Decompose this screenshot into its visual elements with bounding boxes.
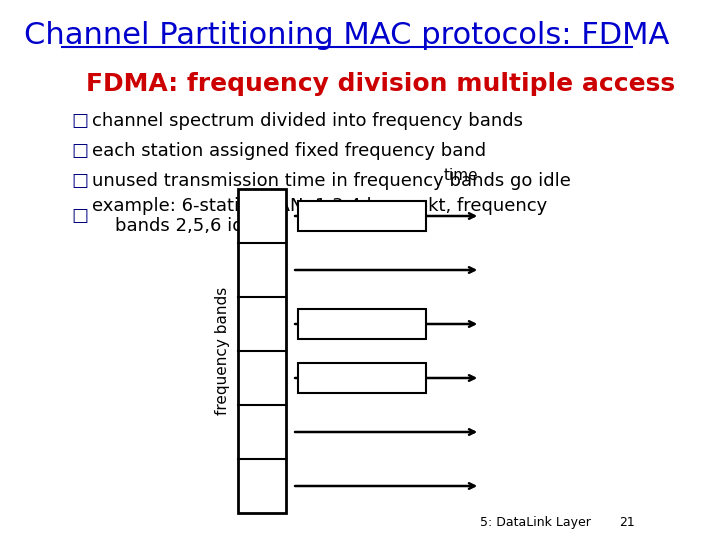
Bar [298,363,426,393]
Text: each station assigned fixed frequency band: each station assigned fixed frequency ba… [92,142,486,160]
Bar [298,309,426,339]
Text: FDMA: frequency division multiple access: FDMA: frequency division multiple access [86,72,675,96]
Text: 21: 21 [619,516,635,529]
Text: channel spectrum divided into frequency bands: channel spectrum divided into frequency … [92,112,523,131]
Text: unused transmission time in frequency bands go idle: unused transmission time in frequency ba… [92,172,571,190]
Text: □: □ [71,172,89,190]
Text: □: □ [71,207,89,225]
Text: example: 6-station LAN, 1,3,4 have pkt, frequency
    bands 2,5,6 idle: example: 6-station LAN, 1,3,4 have pkt, … [92,197,547,235]
Text: Channel Partitioning MAC protocols: FDMA: Channel Partitioning MAC protocols: FDMA [24,21,670,50]
Text: □: □ [71,142,89,160]
Text: frequency bands: frequency bands [215,287,230,415]
Text: □: □ [71,112,89,131]
Text: 5: DataLink Layer: 5: DataLink Layer [480,516,591,529]
Bar [238,189,286,513]
Bar [298,201,426,231]
Text: time: time [444,168,478,183]
